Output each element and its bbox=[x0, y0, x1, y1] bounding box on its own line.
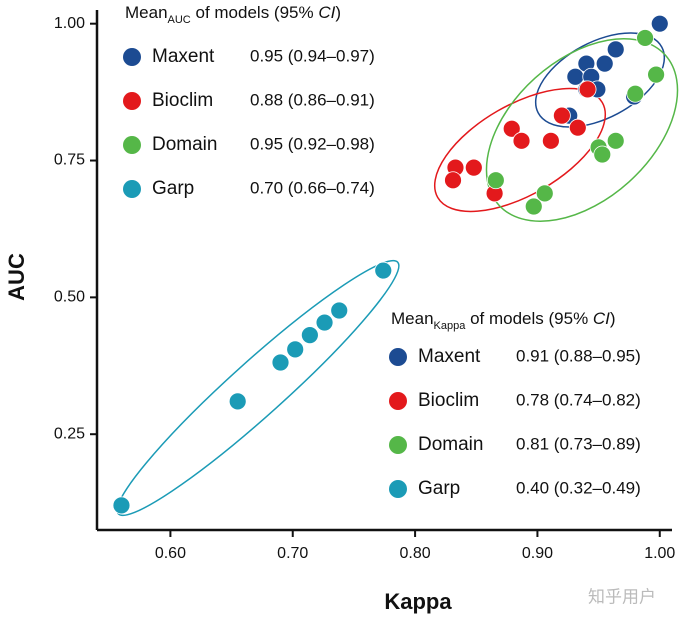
point bbox=[444, 171, 462, 190]
y-tick-label: 0.75 bbox=[54, 152, 85, 169]
y-tick-label: 0.25 bbox=[54, 425, 85, 442]
point bbox=[502, 119, 521, 138]
legend-label: Garp bbox=[418, 478, 460, 499]
point bbox=[636, 29, 654, 47]
point bbox=[524, 197, 543, 216]
x-tick-label: 0.90 bbox=[522, 545, 553, 562]
legend-value: 0.95 (0.92–0.98) bbox=[250, 134, 375, 153]
point bbox=[552, 106, 571, 125]
legend-marker bbox=[389, 436, 407, 454]
legend-marker bbox=[389, 348, 407, 366]
point bbox=[578, 80, 597, 99]
legend-title: MeanKappa of models (95% CI) bbox=[391, 309, 616, 331]
legend-title-part: ) bbox=[335, 3, 341, 22]
legend-label: Garp bbox=[152, 178, 194, 199]
legend-marker bbox=[123, 136, 141, 154]
confidence-ellipse bbox=[485, 38, 679, 222]
legend-marker bbox=[389, 392, 407, 410]
x-axis-title: Kappa bbox=[384, 589, 452, 614]
point bbox=[486, 171, 505, 190]
point bbox=[271, 353, 290, 372]
point bbox=[606, 40, 625, 59]
watermark: 知乎用户 bbox=[588, 587, 656, 606]
legend-label: Bioclim bbox=[152, 90, 213, 111]
point bbox=[228, 392, 247, 411]
point bbox=[541, 131, 560, 150]
legend-label: Maxent bbox=[152, 46, 215, 67]
confidence-ellipse bbox=[116, 259, 400, 517]
legend-value: 0.78 (0.74–0.82) bbox=[516, 390, 641, 409]
point bbox=[593, 145, 612, 164]
legend-value: 0.95 (0.94–0.97) bbox=[250, 46, 375, 65]
point bbox=[112, 496, 131, 515]
point bbox=[464, 158, 483, 177]
legend-title-part: Kappa bbox=[434, 320, 467, 332]
confidence-ellipse bbox=[534, 32, 666, 128]
y-tick-label: 0.50 bbox=[54, 289, 85, 306]
point bbox=[374, 261, 393, 280]
legend-marker bbox=[389, 480, 407, 498]
legend-label: Bioclim bbox=[418, 390, 479, 411]
legend-title-part: of models (95% bbox=[465, 309, 593, 328]
legend-title-part: Mean bbox=[391, 309, 434, 328]
point bbox=[512, 131, 531, 150]
legend-label: Domain bbox=[418, 434, 483, 455]
legend-marker bbox=[123, 48, 141, 66]
legend-title-part: ) bbox=[610, 309, 616, 328]
point bbox=[535, 184, 554, 203]
point bbox=[626, 84, 645, 103]
x-tick-label: 0.80 bbox=[400, 545, 431, 562]
point bbox=[300, 326, 319, 345]
point bbox=[315, 313, 334, 332]
x-tick-label: 0.70 bbox=[277, 545, 308, 562]
point bbox=[647, 65, 665, 84]
point bbox=[650, 14, 669, 33]
point bbox=[286, 340, 305, 359]
legend-label: Maxent bbox=[418, 346, 481, 367]
y-axis-title: AUC bbox=[4, 253, 29, 301]
point bbox=[568, 118, 587, 137]
legend-value: 0.91 (0.88–0.95) bbox=[516, 346, 641, 365]
legend-marker bbox=[123, 92, 141, 110]
legend-value: 0.40 (0.32–0.49) bbox=[516, 478, 641, 497]
x-tick-label: 1.00 bbox=[644, 545, 675, 562]
legend-value: 0.88 (0.86–0.91) bbox=[250, 90, 375, 109]
legend-title-part: CI bbox=[318, 3, 335, 22]
legend-title: MeanAUC of models (95% CI) bbox=[125, 3, 341, 25]
legend-value: 0.81 (0.73–0.89) bbox=[516, 434, 641, 453]
point bbox=[330, 301, 349, 320]
legend-value: 0.70 (0.66–0.74) bbox=[250, 178, 375, 197]
y-tick-label: 1.00 bbox=[54, 15, 85, 32]
point bbox=[606, 131, 625, 150]
legend-title-part: Mean bbox=[125, 3, 168, 22]
legend-title-part: of models (95% bbox=[191, 3, 319, 22]
legend-title-part: CI bbox=[593, 309, 610, 328]
legend-label: Domain bbox=[152, 134, 217, 155]
point bbox=[595, 54, 614, 73]
legend-title-part: AUC bbox=[168, 14, 191, 26]
legend-marker bbox=[123, 180, 141, 198]
x-tick-label: 0.60 bbox=[155, 545, 186, 562]
